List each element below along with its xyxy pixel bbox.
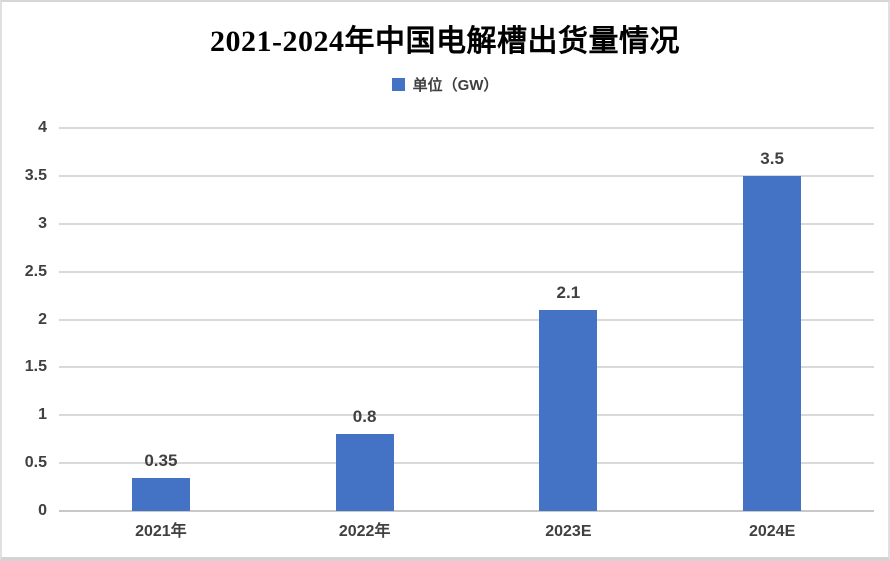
x-tick-label: 2021年 bbox=[135, 523, 187, 540]
bar-value-label: 2.1 bbox=[556, 282, 581, 302]
x-tick-label: 2024E bbox=[748, 523, 796, 540]
bar-2022年 bbox=[335, 434, 394, 511]
legend-label: 单位（GW） bbox=[412, 77, 499, 94]
y-tick-label: 3 bbox=[38, 214, 47, 232]
x-axis-line bbox=[59, 510, 874, 512]
y-tick-label: 0 bbox=[38, 502, 47, 519]
gridline bbox=[59, 127, 874, 129]
plot-area: 0 0.5 1 1.5 2 2.5 3 3.5 4 0.35 2021年 0.8 2022年 2.1 202… bbox=[25, 120, 874, 540]
gridline bbox=[59, 366, 874, 369]
y-tick-label: 4 bbox=[38, 119, 47, 136]
bar-value-label: 0.35 bbox=[144, 450, 178, 470]
bar-value-label: 0.8 bbox=[352, 407, 377, 427]
bar-value-label: 3.5 bbox=[760, 148, 784, 168]
y-tick-label: 3.5 bbox=[24, 166, 47, 184]
chart-title: 2021-2024年中国电解槽出货量情况 bbox=[210, 25, 680, 58]
y-tick-label: 2 bbox=[38, 310, 47, 328]
y-tick-label: 1 bbox=[38, 406, 47, 424]
gridline bbox=[59, 462, 874, 465]
gridline bbox=[59, 414, 874, 417]
bar-2024E bbox=[743, 175, 802, 511]
gridline bbox=[59, 270, 874, 273]
gridline bbox=[59, 174, 874, 177]
bar-2021年 bbox=[131, 477, 190, 511]
x-tick-label: 2023E bbox=[545, 523, 592, 540]
gridline bbox=[59, 222, 874, 225]
gridline bbox=[59, 318, 874, 321]
y-tick-label: 2.5 bbox=[24, 262, 47, 280]
y-tick-label: 0.5 bbox=[24, 454, 47, 472]
y-tick-label: 1.5 bbox=[24, 358, 47, 376]
legend: 单位（GW） bbox=[2, 74, 888, 95]
x-tick-label: 2022年 bbox=[338, 523, 391, 540]
legend-square-icon bbox=[391, 78, 405, 91]
bar-2023E bbox=[539, 309, 598, 511]
